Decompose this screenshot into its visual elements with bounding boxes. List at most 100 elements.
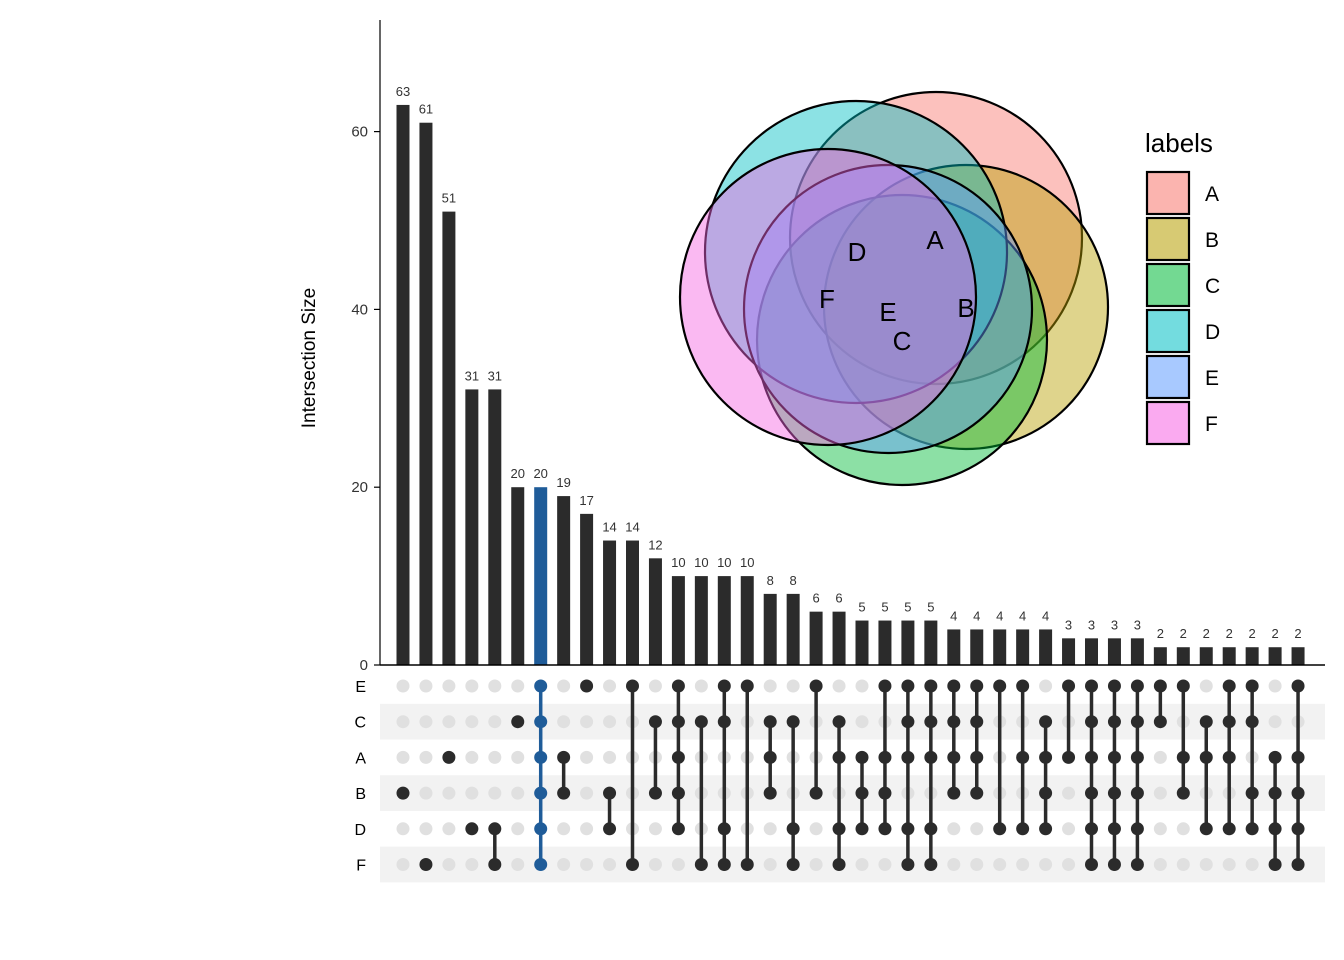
matrix-dot-active: [947, 715, 961, 729]
matrix-dot-active: [947, 786, 961, 800]
matrix-dot-active: [1062, 679, 1076, 693]
bar-value-label: 3: [1065, 617, 1072, 632]
matrix-dot-active: [878, 679, 892, 693]
matrix-dot-active: [717, 822, 731, 836]
bar-value-label: 51: [442, 191, 456, 206]
matrix-dot-active: [1222, 750, 1236, 764]
matrix-dot-active: [855, 822, 869, 836]
set-row-label: F: [356, 858, 366, 875]
matrix-dot-active: [1291, 822, 1305, 836]
venn-label-b: B: [957, 293, 974, 323]
matrix-dot-active: [1245, 822, 1259, 836]
venn-circle-a: [788, 90, 1084, 386]
matrix-dot-active: [534, 715, 548, 729]
matrix-dot-inactive: [648, 858, 662, 871]
matrix-dot-active: [1130, 858, 1144, 871]
bar-value-label: 31: [465, 368, 479, 383]
matrix-dot-inactive: [488, 679, 502, 693]
bar: [1039, 629, 1053, 665]
bar-value-label: 4: [973, 608, 980, 623]
venn-label-c: C: [893, 326, 912, 356]
bar: [717, 576, 731, 665]
matrix-dot-inactive: [580, 786, 594, 800]
matrix-dot-inactive: [603, 679, 617, 693]
matrix-dot-inactive: [603, 858, 617, 871]
matrix-dot-inactive: [1245, 858, 1259, 871]
y-tick-label: 20: [351, 479, 368, 496]
matrix-dot-active: [671, 750, 685, 764]
matrix-dot-inactive: [763, 858, 777, 871]
matrix-dot-active: [488, 858, 502, 871]
bar-value-label: 12: [648, 537, 662, 552]
bar: [1222, 647, 1236, 665]
matrix-dot-active: [1085, 786, 1098, 800]
matrix-dot-inactive: [947, 822, 961, 836]
matrix-dot-inactive: [1153, 822, 1167, 836]
matrix-dot-active: [1107, 715, 1121, 729]
y-axis-label: Intersection Size: [299, 288, 320, 428]
matrix-dot-inactive: [855, 858, 869, 871]
matrix-dot-active: [534, 786, 548, 800]
bar: [534, 487, 548, 665]
matrix-dot-active: [694, 858, 708, 871]
bar: [1062, 638, 1076, 665]
matrix-dot-active: [1268, 822, 1282, 836]
matrix-dot-active: [901, 822, 915, 836]
matrix-dot-inactive: [396, 822, 410, 836]
bar-value-label: 2: [1271, 626, 1278, 641]
matrix-dot-active: [671, 822, 685, 836]
matrix-dot-active: [786, 858, 800, 871]
bar: [603, 540, 617, 665]
bar: [901, 620, 915, 665]
legend-key-a: [1145, 170, 1191, 216]
bar: [1268, 647, 1282, 665]
matrix-dot-inactive: [855, 715, 869, 729]
matrix-dot-active: [947, 679, 961, 693]
matrix-dot-active: [1176, 750, 1190, 764]
matrix-dot-active: [970, 786, 984, 800]
matrix-dot-active: [1222, 679, 1236, 693]
bar-value-label: 2: [1294, 626, 1301, 641]
matrix-dot-inactive: [488, 750, 502, 764]
matrix-dot-active: [557, 786, 571, 800]
matrix-dot-inactive: [580, 715, 594, 729]
matrix-dot-inactive: [1062, 786, 1076, 800]
bar: [442, 211, 456, 666]
matrix-dot-active: [419, 858, 433, 871]
bar-value-label: 14: [602, 520, 616, 535]
bar: [1245, 647, 1259, 665]
matrix-dot-inactive: [580, 858, 594, 871]
matrix-dot-active: [901, 750, 915, 764]
matrix-dot-active: [1130, 822, 1144, 836]
matrix-dot-active: [1268, 750, 1282, 764]
matrix-dot-inactive: [396, 715, 410, 729]
set-row-label: A: [355, 750, 366, 767]
bar-value-label: 14: [625, 520, 639, 535]
matrix-dot-active: [1153, 715, 1167, 729]
matrix-dot-active: [648, 786, 662, 800]
legend-key-c: [1145, 262, 1191, 308]
matrix-dot-active: [603, 786, 617, 800]
matrix-dot-active: [717, 858, 731, 871]
matrix-dot-inactive: [465, 715, 479, 729]
matrix-dot-inactive: [1153, 750, 1167, 764]
matrix-dot-active: [740, 858, 754, 871]
matrix-dot-active: [1016, 822, 1030, 836]
bar: [488, 389, 502, 665]
matrix-dot-active: [626, 679, 639, 693]
legend-item-label: F: [1205, 413, 1218, 436]
set-row-label: C: [354, 715, 366, 732]
bar: [809, 611, 823, 665]
legend-item-label: D: [1205, 321, 1220, 344]
matrix-dot-active: [534, 858, 548, 871]
matrix-dot-inactive: [786, 679, 800, 693]
bar-value-label: 3: [1111, 617, 1118, 632]
y-tick-label: 60: [351, 124, 368, 141]
bar: [763, 593, 777, 665]
venn-circle-f: [678, 147, 978, 447]
legend-key-d: [1145, 308, 1191, 354]
bar: [970, 629, 984, 665]
matrix-dot-active: [832, 715, 846, 729]
matrix-dot-inactive: [419, 750, 433, 764]
